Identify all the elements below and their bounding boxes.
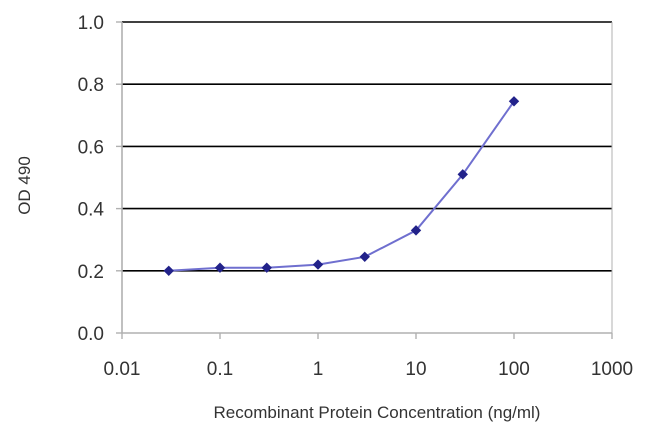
grid-lines bbox=[122, 21, 612, 272]
data-point-0-5 bbox=[410, 225, 422, 236]
y-tick-labels: 0.0 0.2 0.4 0.6 0.8 1.0 bbox=[78, 13, 105, 345]
x-tick-label-2: 1 bbox=[313, 359, 324, 380]
data-point-0-3 bbox=[312, 259, 324, 270]
data-point-0-7 bbox=[508, 96, 520, 107]
data-point-0-1 bbox=[214, 262, 226, 273]
data-point-0-4 bbox=[359, 251, 370, 263]
y-axis-title: OD 490 bbox=[15, 156, 34, 215]
x-tick-label-3: 10 bbox=[405, 359, 426, 380]
data-point-0-0 bbox=[163, 265, 174, 277]
x-tick-label-5: 1000 bbox=[591, 359, 633, 380]
data-point-0-2 bbox=[261, 262, 272, 273]
y-tick-label-2: 0.4 bbox=[78, 200, 105, 221]
x-tick-labels: 0.01 0.1 1 10 100 1000 bbox=[104, 359, 634, 380]
y-tick-label-5: 1.0 bbox=[78, 13, 104, 34]
axes bbox=[116, 21, 613, 339]
x-tick-label-1: 0.1 bbox=[207, 359, 233, 380]
y-tick-label-0: 0.0 bbox=[78, 324, 104, 345]
x-axis-title: Recombinant Protein Concentration (ng/ml… bbox=[214, 403, 541, 422]
x-tick-label-0: 0.01 bbox=[104, 359, 141, 380]
series-line-0 bbox=[168, 100, 515, 272]
y-tick-label-4: 0.8 bbox=[78, 75, 104, 96]
y-tick-label-3: 0.6 bbox=[78, 137, 104, 158]
x-tick-label-4: 100 bbox=[498, 359, 530, 380]
data-point-0-6 bbox=[457, 169, 468, 180]
data-series bbox=[163, 96, 520, 277]
y-tick-label-1: 0.2 bbox=[78, 262, 104, 283]
